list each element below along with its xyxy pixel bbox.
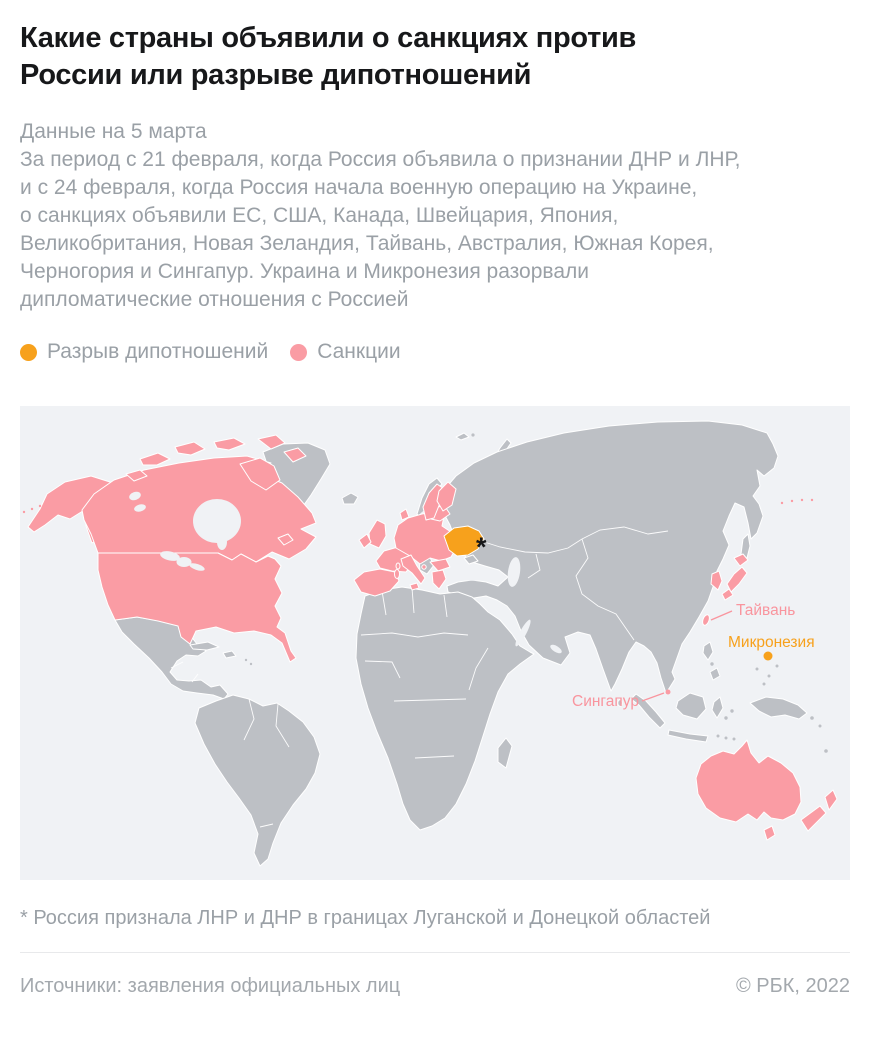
country-italy <box>400 554 426 585</box>
country-montenegro <box>421 564 427 570</box>
country-taiwan <box>702 614 710 626</box>
world-map: * Тайвань Микронезия Сингапур <box>22 420 838 867</box>
country-ireland <box>358 533 372 549</box>
small-islands-pink <box>22 498 814 695</box>
subtitle-line: о санкциях объявили ЕС, США, Канада, Шве… <box>20 204 619 227</box>
micronesia-dot <box>763 651 773 661</box>
singapore-leader-line <box>641 692 665 702</box>
country-uk <box>368 519 387 549</box>
new-zealand-north <box>824 789 838 811</box>
canada-newfoundland <box>277 533 294 546</box>
title-line-1: Какие страны объявили о санкциях против <box>20 22 637 54</box>
black-sea <box>459 567 493 581</box>
break-relations-dot-icon <box>20 343 37 361</box>
map-labels: Тайвань Микронезия Сингапур <box>572 602 815 710</box>
new-zealand-south <box>800 805 827 832</box>
great-slave-lake <box>134 504 146 512</box>
lake-huron-michigan <box>176 557 192 567</box>
subtitle-line: За период с 21 февраля, когда Россия объ… <box>20 148 741 171</box>
japan-honshu <box>726 566 748 593</box>
great-bear-lake <box>129 491 141 501</box>
divider <box>20 952 850 953</box>
james-bay <box>217 534 227 550</box>
country-denmark <box>399 508 410 521</box>
canada-arctic-island <box>139 452 171 466</box>
sanctions-countries <box>27 434 838 841</box>
bulgaria-romania-south <box>429 558 451 572</box>
sanctions-dot-icon <box>290 343 308 361</box>
lake-superior <box>160 551 180 561</box>
sardinia <box>394 569 400 579</box>
singapore-label: Сингапур <box>572 693 639 710</box>
caspian-sea <box>507 557 521 587</box>
page: Какие страны объявили о санкциях против … <box>0 20 870 1024</box>
country-ukraine <box>443 525 485 557</box>
canada-baffin-island <box>239 457 281 491</box>
canada-arctic-island <box>125 469 148 482</box>
south-america-landmass <box>194 694 321 867</box>
japan-kyushu <box>721 588 734 601</box>
world-map-panel: * Тайвань Микронезия Сингапур <box>20 406 850 880</box>
legend-break-label: Разрыв дипотношений <box>47 340 269 363</box>
japan-hokkaido <box>733 553 749 567</box>
subtitle: Данные на 5 марта За период с 21 февраля… <box>20 118 850 314</box>
lake-erie-ontario <box>189 563 205 571</box>
australia-tasmania <box>763 825 776 841</box>
new-guinea <box>749 696 808 720</box>
africa-landmass <box>355 586 535 831</box>
country-mexico-central-america <box>114 616 229 700</box>
country-iceland <box>341 492 359 505</box>
red-sea <box>515 619 531 647</box>
country-australia <box>695 739 802 823</box>
country-greece <box>431 569 447 590</box>
java <box>667 729 709 743</box>
iberia-spain-portugal <box>353 568 400 597</box>
legend: Разрыв дипотношений Санкции <box>20 340 850 364</box>
legend-item-break: Разрыв дипотношений <box>20 340 268 364</box>
svalbard-islands <box>455 432 470 441</box>
subtitle-line: Великобритания, Новая Зеландия, Тайвань,… <box>20 232 714 255</box>
subtitle-line: и с 24 февраля, когда Россия начала воен… <box>20 176 698 199</box>
subtitle-line: Данные на 5 марта <box>20 120 207 143</box>
canada-arctic-island <box>257 434 286 450</box>
north-america-waters <box>129 491 241 571</box>
hudson-bay <box>193 499 241 543</box>
canada-arctic-island <box>213 437 246 451</box>
sri-lanka <box>617 699 623 707</box>
philippines-mindanao <box>709 667 721 681</box>
footer: Источники: заявления официальных лиц © Р… <box>20 975 850 1024</box>
subtitle-line: дипломатические отношения с Россией <box>20 288 409 311</box>
broke-relations-countries <box>443 525 773 661</box>
footnote: * Россия признала ЛНР и ДНР в границах Л… <box>20 907 711 929</box>
legend-sanctions-label: Санкции <box>317 340 401 363</box>
sulawesi <box>711 696 724 719</box>
crimea <box>463 554 479 565</box>
country-singapore <box>665 689 671 695</box>
country-south-korea <box>710 570 723 591</box>
country-finland <box>436 481 457 512</box>
canada-arctic-island <box>174 441 206 456</box>
footer-copyright: © РБК, 2022 <box>735 975 850 997</box>
corsica <box>395 562 401 570</box>
canada-arctic-island <box>283 447 307 463</box>
madagascar <box>497 737 513 769</box>
philippines-luzon <box>702 641 714 661</box>
legend-item-sanctions: Санкции <box>290 340 401 364</box>
taiwan-label: Тайвань <box>736 602 795 619</box>
small-islands-gray <box>244 433 828 753</box>
taiwan-leader-line <box>710 610 733 621</box>
ukraine-asterisk: * <box>476 532 487 562</box>
subtitle-line: Черногория и Сингапур. Украина и Микроне… <box>20 260 589 283</box>
page-title: Какие страны объявили о санкциях против … <box>20 20 850 94</box>
country-usa <box>97 552 297 663</box>
country-cuba <box>189 641 220 651</box>
persian-gulf <box>550 644 562 654</box>
hispaniola <box>222 650 237 659</box>
title-line-2: России или разрыве дипотношений <box>20 59 532 91</box>
borneo <box>675 692 707 720</box>
footer-source: Источники: заявления официальных лиц <box>20 975 401 997</box>
sumatra <box>630 693 666 729</box>
micronesia-label: Микронезия <box>728 634 815 651</box>
sicily <box>409 582 420 591</box>
